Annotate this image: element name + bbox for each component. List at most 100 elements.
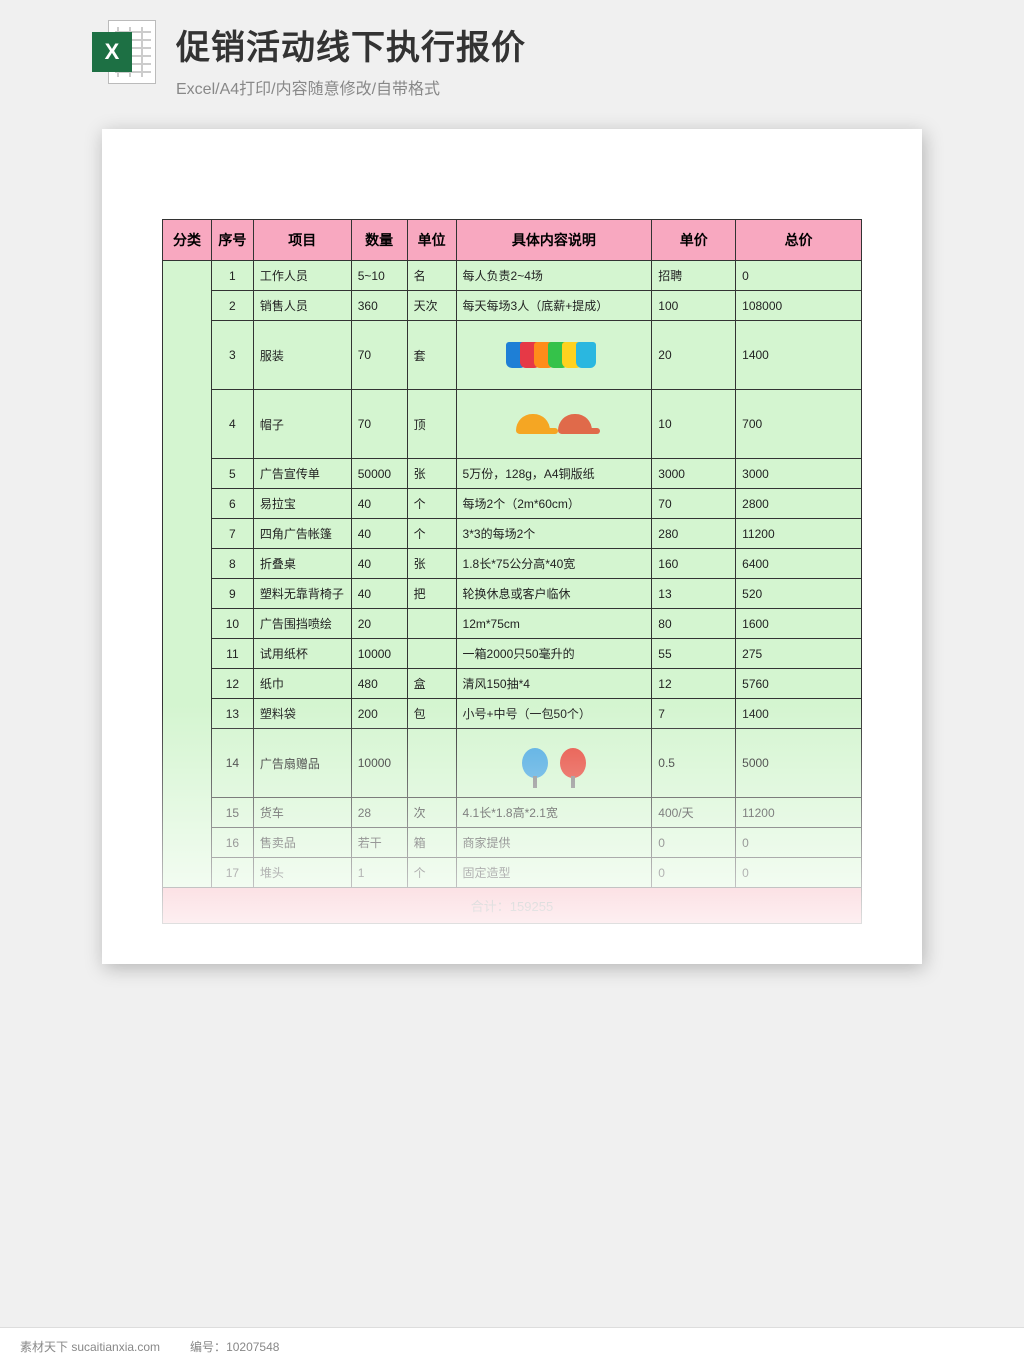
unit-cell: 张 xyxy=(407,549,456,579)
total-cell: 1600 xyxy=(736,609,862,639)
desc-cell xyxy=(456,729,652,798)
seq-cell: 6 xyxy=(211,489,253,519)
table-row: 9塑料无靠背椅子40把轮换休息或客户临休13520 xyxy=(163,579,862,609)
seq-cell: 10 xyxy=(211,609,253,639)
total-cell: 0 xyxy=(736,261,862,291)
seq-cell: 7 xyxy=(211,519,253,549)
item-cell: 售卖品 xyxy=(253,828,351,858)
table-header-cell: 分类 xyxy=(163,220,212,261)
qty-cell: 40 xyxy=(351,579,407,609)
item-cell: 广告宣传单 xyxy=(253,459,351,489)
item-cell: 广告扇赠品 xyxy=(253,729,351,798)
price-cell: 7 xyxy=(652,699,736,729)
table-header-row: 分类序号项目数量单位具体内容说明单价总价 xyxy=(163,220,862,261)
document-page: 分类序号项目数量单位具体内容说明单价总价 1工作人员5~10名每人负责2~4场招… xyxy=(102,129,922,964)
price-cell: 13 xyxy=(652,579,736,609)
total-row: 合计：159255 xyxy=(163,888,862,924)
desc-cell: 3*3的每场2个 xyxy=(456,519,652,549)
footer-id: 编号：10207548 xyxy=(190,1338,279,1355)
quotation-table: 分类序号项目数量单位具体内容说明单价总价 1工作人员5~10名每人负责2~4场招… xyxy=(162,219,862,924)
total-cell: 1400 xyxy=(736,699,862,729)
table-row: 8折叠桌40张1.8长*75公分高*40宽1606400 xyxy=(163,549,862,579)
table-header-cell: 数量 xyxy=(351,220,407,261)
item-cell: 广告围挡喷绘 xyxy=(253,609,351,639)
price-cell: 70 xyxy=(652,489,736,519)
seq-cell: 11 xyxy=(211,639,253,669)
price-cell: 招聘 xyxy=(652,261,736,291)
unit-cell: 个 xyxy=(407,519,456,549)
seq-cell: 3 xyxy=(211,321,253,390)
item-cell: 工作人员 xyxy=(253,261,351,291)
qty-cell: 28 xyxy=(351,798,407,828)
seq-cell: 15 xyxy=(211,798,253,828)
unit-cell: 次 xyxy=(407,798,456,828)
excel-badge-letter: X xyxy=(92,32,132,72)
item-cell: 销售人员 xyxy=(253,291,351,321)
total-cell: 3000 xyxy=(736,459,862,489)
unit-cell: 盒 xyxy=(407,669,456,699)
unit-cell: 个 xyxy=(407,858,456,888)
item-cell: 堆头 xyxy=(253,858,351,888)
table-header-cell: 总价 xyxy=(736,220,862,261)
desc-cell xyxy=(456,321,652,390)
page-subtitle: Excel/A4打印/内容随意修改/自带格式 xyxy=(176,75,526,99)
unit-cell xyxy=(407,729,456,798)
total-cell: 0 xyxy=(736,858,862,888)
seq-cell: 4 xyxy=(211,390,253,459)
price-cell: 280 xyxy=(652,519,736,549)
total-cell: 2800 xyxy=(736,489,862,519)
table-header-cell: 具体内容说明 xyxy=(456,220,652,261)
fans-illustration xyxy=(463,735,646,791)
desc-cell: 每人负责2~4场 xyxy=(456,261,652,291)
total-cell: 520 xyxy=(736,579,862,609)
desc-cell: 1.8长*75公分高*40宽 xyxy=(456,549,652,579)
total-cell: 合计：159255 xyxy=(163,888,862,924)
unit-cell: 张 xyxy=(407,459,456,489)
watermark-footer: 素材天下 sucaitianxia.com 编号：10207548 xyxy=(0,1327,1024,1365)
unit-cell: 个 xyxy=(407,489,456,519)
qty-cell: 480 xyxy=(351,669,407,699)
table-row: 6易拉宝40个每场2个（2m*60cm）702800 xyxy=(163,489,862,519)
seq-cell: 2 xyxy=(211,291,253,321)
unit-cell: 把 xyxy=(407,579,456,609)
footer-site: 素材天下 sucaitianxia.com xyxy=(20,1338,160,1355)
desc-cell: 4.1长*1.8高*2.1宽 xyxy=(456,798,652,828)
unit-cell xyxy=(407,609,456,639)
desc-cell: 一箱2000只50毫升的 xyxy=(456,639,652,669)
table-header-cell: 单价 xyxy=(652,220,736,261)
qty-cell: 200 xyxy=(351,699,407,729)
qty-cell: 5~10 xyxy=(351,261,407,291)
qty-cell: 20 xyxy=(351,609,407,639)
total-cell: 5000 xyxy=(736,729,862,798)
item-cell: 纸巾 xyxy=(253,669,351,699)
unit-cell: 顶 xyxy=(407,390,456,459)
table-row: 11试用纸杯10000一箱2000只50毫升的55275 xyxy=(163,639,862,669)
price-cell: 0 xyxy=(652,828,736,858)
seq-cell: 1 xyxy=(211,261,253,291)
table-row: 10广告围挡喷绘2012m*75cm801600 xyxy=(163,609,862,639)
total-cell: 0 xyxy=(736,828,862,858)
price-cell: 55 xyxy=(652,639,736,669)
total-cell: 1400 xyxy=(736,321,862,390)
desc-cell: 清风150抽*4 xyxy=(456,669,652,699)
unit-cell: 包 xyxy=(407,699,456,729)
price-cell: 160 xyxy=(652,549,736,579)
desc-cell: 每场2个（2m*60cm） xyxy=(456,489,652,519)
qty-cell: 10000 xyxy=(351,639,407,669)
desc-cell: 5万份，128g，A4铜版纸 xyxy=(456,459,652,489)
item-cell: 塑料无靠背椅子 xyxy=(253,579,351,609)
seq-cell: 13 xyxy=(211,699,253,729)
total-cell: 700 xyxy=(736,390,862,459)
unit-cell: 名 xyxy=(407,261,456,291)
price-cell: 10 xyxy=(652,390,736,459)
unit-cell: 天次 xyxy=(407,291,456,321)
price-cell: 0 xyxy=(652,858,736,888)
desc-cell: 商家提供 xyxy=(456,828,652,858)
seq-cell: 8 xyxy=(211,549,253,579)
excel-icon: X xyxy=(92,20,156,84)
qty-cell: 70 xyxy=(351,321,407,390)
price-cell: 3000 xyxy=(652,459,736,489)
seq-cell: 17 xyxy=(211,858,253,888)
item-cell: 货车 xyxy=(253,798,351,828)
table-row: 12纸巾480盒清风150抽*4125760 xyxy=(163,669,862,699)
